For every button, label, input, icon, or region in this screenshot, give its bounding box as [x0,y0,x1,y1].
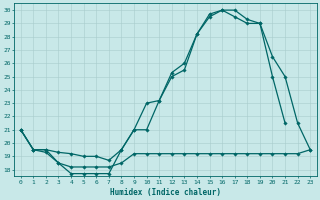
X-axis label: Humidex (Indice chaleur): Humidex (Indice chaleur) [110,188,221,197]
